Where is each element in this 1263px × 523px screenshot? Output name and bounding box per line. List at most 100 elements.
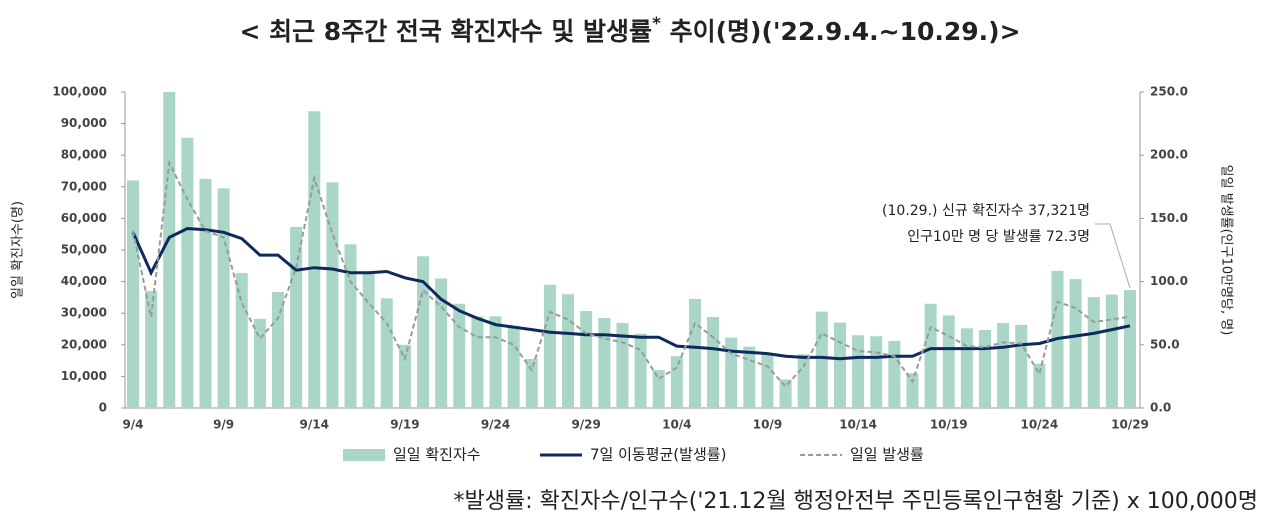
line <box>131 226 1131 361</box>
chart-title: < 최근 8주간 전국 확진자수 및 발생률* 추이(명)('22.9.4.~1… <box>239 14 1020 46</box>
bar <box>163 92 176 408</box>
bar <box>942 315 955 408</box>
bar <box>525 359 538 408</box>
y-tick-label: 40,000 <box>61 274 107 288</box>
title-mark: * <box>652 14 661 34</box>
y-tick-label: 50,000 <box>61 243 107 257</box>
bar <box>1105 294 1118 408</box>
y-axis-label: 일일 확진자수(명) <box>11 201 26 299</box>
bar <box>453 303 466 408</box>
bar <box>1069 279 1082 408</box>
y2-axis-label: 일일 발생률(인구10만명당, 명) <box>1219 165 1234 336</box>
bar <box>489 316 502 408</box>
bar <box>779 379 792 408</box>
bar <box>833 322 846 408</box>
bar <box>199 178 212 408</box>
bar <box>924 303 937 408</box>
bar <box>960 328 973 408</box>
bar <box>145 291 158 408</box>
annotation-leader <box>1095 223 1131 289</box>
legend-label: 일일 발생률 <box>850 446 924 464</box>
legend-label: 7일 이동평균(발생률) <box>590 446 726 464</box>
bar <box>308 111 321 408</box>
bar <box>1033 363 1046 408</box>
bar <box>398 344 411 408</box>
bar <box>743 346 756 408</box>
bar <box>978 329 991 408</box>
bar <box>997 322 1010 408</box>
bar <box>888 341 901 408</box>
x-tick-label: 9/24 <box>481 418 510 432</box>
bar <box>362 272 375 408</box>
y2-tick-label: 250.0 <box>1150 85 1188 99</box>
y2-tick-label: 50.0 <box>1150 337 1180 351</box>
bar <box>217 188 230 408</box>
y-tick-label: 90,000 <box>61 116 107 130</box>
x-tick-label: 9/14 <box>300 418 329 432</box>
bar <box>761 354 774 408</box>
title-main: < 최근 8주간 전국 확진자수 및 발생률 <box>239 17 652 46</box>
bar <box>652 370 665 408</box>
y2-tick-label: 200.0 <box>1150 148 1188 162</box>
y-tick-label: 80,000 <box>61 148 107 162</box>
dashed-line <box>132 159 1131 388</box>
bar <box>688 298 701 408</box>
y-tick-label: 70,000 <box>61 179 107 193</box>
x-tick-label: 9/29 <box>571 418 600 432</box>
bar <box>380 298 393 408</box>
bar <box>725 337 738 408</box>
bar <box>906 373 919 408</box>
bar <box>235 273 248 408</box>
y-tick-label: 60,000 <box>61 211 107 225</box>
title-suffix: 추이(명)('22.9.4.~10.29.)> <box>661 17 1021 46</box>
bar <box>562 294 575 408</box>
legend-label: 일일 확진자수 <box>393 446 481 464</box>
bar <box>471 316 484 408</box>
y-tick-label: 20,000 <box>61 337 107 351</box>
bar <box>870 336 883 408</box>
annotation: (10.29.) 신규 확진자수 37,321명 <box>882 203 1090 219</box>
bar <box>1124 290 1136 408</box>
y-tick-label: 100,000 <box>52 85 107 99</box>
bar <box>707 316 720 408</box>
y2-tick-label: 0.0 <box>1150 401 1171 415</box>
bar <box>543 284 556 408</box>
footnote: *발생률: 확진자수/인구수('21.12월 행정안전부 주민등록인구현황 기준… <box>454 489 1258 514</box>
bar <box>616 322 629 408</box>
bar <box>1015 324 1028 408</box>
y-tick-label: 0 <box>99 401 107 415</box>
y-tick-label: 10,000 <box>61 369 107 383</box>
x-tick-label: 10/4 <box>662 418 691 432</box>
bar <box>797 354 810 408</box>
x-tick-label: 10/24 <box>1020 418 1058 432</box>
x-tick-label: 10/9 <box>753 418 782 432</box>
x-tick-label: 10/14 <box>839 418 877 432</box>
bar <box>815 311 828 408</box>
bar <box>181 137 194 408</box>
legend-swatch <box>343 449 385 461</box>
bar <box>580 310 593 408</box>
annotation: 인구10만 명 당 발생률 72.3명 <box>907 229 1090 245</box>
bar <box>1087 297 1100 408</box>
y2-tick-label: 100.0 <box>1150 274 1188 288</box>
y2-tick-label: 150.0 <box>1150 211 1188 225</box>
bar <box>417 256 430 408</box>
bar <box>344 244 357 408</box>
bar <box>127 180 139 408</box>
bar <box>326 182 339 408</box>
bar <box>670 356 683 408</box>
x-tick-label: 10/19 <box>930 418 968 432</box>
bar <box>272 292 285 408</box>
x-tick-label: 9/4 <box>122 418 143 432</box>
bar <box>634 333 647 408</box>
x-tick-label: 9/19 <box>390 418 419 432</box>
x-tick-label: 9/9 <box>213 418 234 432</box>
bar <box>598 317 611 408</box>
bar <box>290 226 303 408</box>
bar <box>507 325 520 408</box>
x-tick-label: 10/29 <box>1111 418 1149 432</box>
y-tick-label: 30,000 <box>61 306 107 320</box>
bar <box>253 318 266 408</box>
bar <box>852 335 865 408</box>
